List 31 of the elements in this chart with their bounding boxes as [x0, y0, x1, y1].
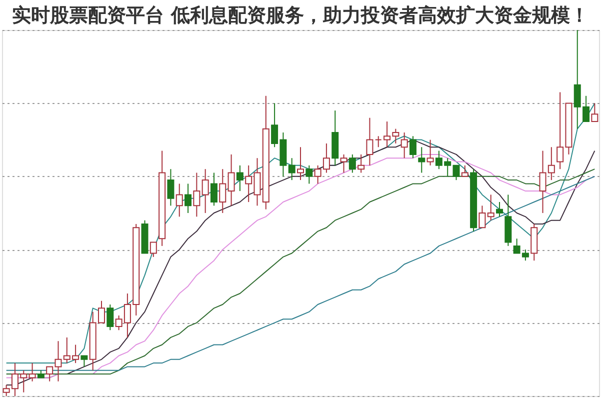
candlestick	[202, 168, 209, 214]
candlestick	[228, 154, 235, 206]
candlestick	[236, 164, 244, 192]
candlestick	[219, 168, 226, 214]
candlestick	[366, 117, 374, 166]
candlestick	[150, 242, 157, 258]
candlestick	[297, 146, 304, 181]
candlestick	[193, 172, 200, 218]
candlestick	[487, 194, 494, 221]
candlestick	[409, 136, 416, 159]
candlestick	[167, 168, 174, 206]
candlestick	[80, 355, 88, 368]
candlestick	[288, 158, 296, 181]
candlestick	[184, 183, 192, 214]
candlestick	[591, 102, 598, 122]
candlestick	[210, 172, 218, 206]
candlestick	[461, 164, 468, 177]
candlestick	[426, 139, 434, 166]
candlestick	[374, 136, 382, 148]
candlestick	[478, 205, 486, 228]
candlestick	[400, 132, 408, 159]
candlestick	[176, 183, 183, 218]
candlestick	[28, 362, 36, 382]
chart-title: 实时股票配资平台 低利息配资服务，助力投资者高效扩大资金规模！	[12, 4, 589, 26]
candlestick	[306, 164, 313, 184]
candlestick	[496, 202, 503, 218]
candlestick	[418, 146, 426, 174]
candlestick	[106, 304, 114, 331]
candlestick	[358, 154, 365, 174]
candlestick	[340, 154, 348, 174]
candlestick	[348, 154, 356, 174]
